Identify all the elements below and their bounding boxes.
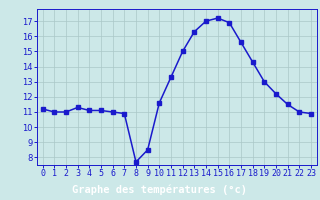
Text: Graphe des températures (°c): Graphe des températures (°c)	[73, 185, 247, 195]
